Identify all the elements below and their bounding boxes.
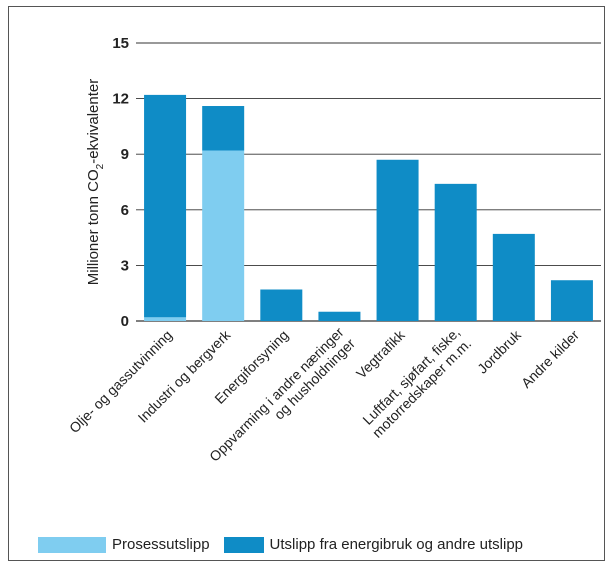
x-category-line: Olje- og gassutvinning <box>66 327 175 436</box>
x-category-label-0: Olje- og gassutvinning <box>66 327 175 436</box>
bar-process-1 <box>202 150 245 321</box>
x-category-line: Vegtrafikk <box>353 326 408 381</box>
bar-energy-1 <box>202 106 245 151</box>
x-category-line: Andre kilder <box>518 327 582 391</box>
legend: Prosessutslipp Utslipp fra energibruk og… <box>38 536 523 553</box>
bar-energy-4 <box>376 159 419 321</box>
bar-energy-6 <box>492 233 535 321</box>
bar-energy-7 <box>550 280 593 321</box>
bar-energy-5 <box>434 183 477 321</box>
x-category-label-7: Andre kilder <box>518 327 582 391</box>
y-axis-label: Millioner tonn CO2-ekvivalenter <box>85 79 106 286</box>
x-category-line: Luftfart, sjøfart, fiske, <box>359 324 463 428</box>
y-tick-12: 12 <box>112 91 129 108</box>
x-category-label-4: Vegtrafikk <box>353 326 408 381</box>
bars <box>144 94 593 321</box>
legend-swatch-energy <box>223 536 264 553</box>
bar-process-0 <box>144 317 187 321</box>
legend-item-process: Prosessutslipp <box>38 536 210 553</box>
x-category-label-6: Jordbruk <box>474 326 525 377</box>
legend-label-energy: Utslipp fra energibruk og andre utslipp <box>269 536 524 553</box>
x-category-line: Jordbruk <box>474 326 525 377</box>
y-tick-9: 9 <box>121 146 129 163</box>
bar-energy-2 <box>260 289 303 321</box>
y-tick-labels: 0 3 6 9 12 15 <box>112 35 129 330</box>
y-tick-3: 3 <box>121 257 129 274</box>
bar-energy-3 <box>318 311 361 321</box>
x-category-label-5: Luftfart, sjøfart, fiske,motorredskaper … <box>358 324 475 441</box>
y-tick-0: 0 <box>121 313 129 330</box>
legend-swatch-process <box>38 536 106 553</box>
legend-item-energy: Utslipp fra energibruk og andre utslipp <box>223 536 524 553</box>
y-tick-15: 15 <box>112 35 129 52</box>
y-tick-6: 6 <box>121 202 129 219</box>
bar-energy-0 <box>144 94 187 318</box>
legend-label-process: Prosessutslipp <box>112 536 210 553</box>
